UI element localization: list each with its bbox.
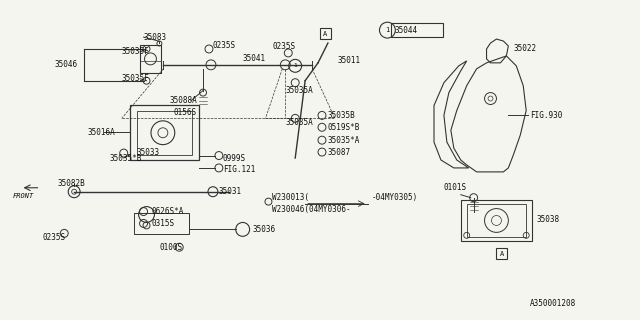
Text: 35035*A: 35035*A (328, 136, 360, 145)
Text: W230046(04MY0306-: W230046(04MY0306- (273, 205, 351, 214)
Text: 1: 1 (385, 27, 389, 33)
Bar (392, 23, 443, 37)
Text: 35088A: 35088A (170, 96, 197, 105)
Bar (130, 106, 199, 160)
Text: 35087: 35087 (328, 148, 351, 156)
Text: 0235S: 0235S (273, 43, 296, 52)
Text: 35082B: 35082B (58, 179, 85, 188)
Text: 35041: 35041 (243, 54, 266, 63)
Text: FIG.121: FIG.121 (223, 165, 255, 174)
Text: 35036: 35036 (253, 225, 276, 234)
Bar (497, 248, 508, 259)
Text: 0519S*B: 0519S*B (328, 123, 360, 132)
Bar (461, 200, 532, 241)
Text: 0156S: 0156S (173, 108, 196, 117)
Text: A350001208: A350001208 (530, 299, 576, 308)
Text: 0235S: 0235S (42, 233, 65, 242)
Text: 35035A: 35035A (285, 86, 313, 95)
Text: 35035F: 35035F (122, 74, 150, 83)
Text: 35038: 35038 (536, 215, 559, 224)
Text: 35016A: 35016A (87, 128, 115, 137)
Text: 0999S: 0999S (223, 154, 246, 163)
Text: 35046: 35046 (54, 60, 77, 69)
Text: 0101S: 0101S (444, 183, 467, 192)
Text: 35083: 35083 (143, 33, 166, 42)
Text: 35035F: 35035F (122, 47, 150, 56)
Text: W230013(: W230013( (273, 193, 309, 202)
Bar (467, 204, 526, 237)
Text: A: A (323, 31, 328, 36)
Text: -04MY0305): -04MY0305) (372, 193, 418, 202)
Text: 35011: 35011 (338, 56, 361, 65)
Text: 35022: 35022 (513, 44, 536, 53)
Text: FRONT: FRONT (13, 193, 34, 199)
Text: 35031: 35031 (219, 187, 242, 196)
Text: 35035*B: 35035*B (110, 154, 142, 163)
Bar (320, 28, 331, 39)
Text: 1: 1 (293, 63, 297, 68)
Text: 0100S: 0100S (159, 243, 182, 252)
Bar (140, 45, 161, 73)
Text: 35033: 35033 (136, 148, 160, 156)
Bar (136, 111, 192, 155)
Text: A: A (500, 251, 504, 257)
Text: 0235S: 0235S (213, 41, 236, 50)
Bar (134, 212, 189, 234)
Text: 0315S: 0315S (152, 219, 175, 228)
Text: 0626S*A: 0626S*A (152, 207, 184, 216)
Text: 35035A: 35035A (285, 118, 313, 127)
Text: 35035B: 35035B (328, 111, 356, 120)
Text: 35044: 35044 (394, 26, 417, 35)
Text: FIG.930: FIG.930 (530, 111, 563, 120)
